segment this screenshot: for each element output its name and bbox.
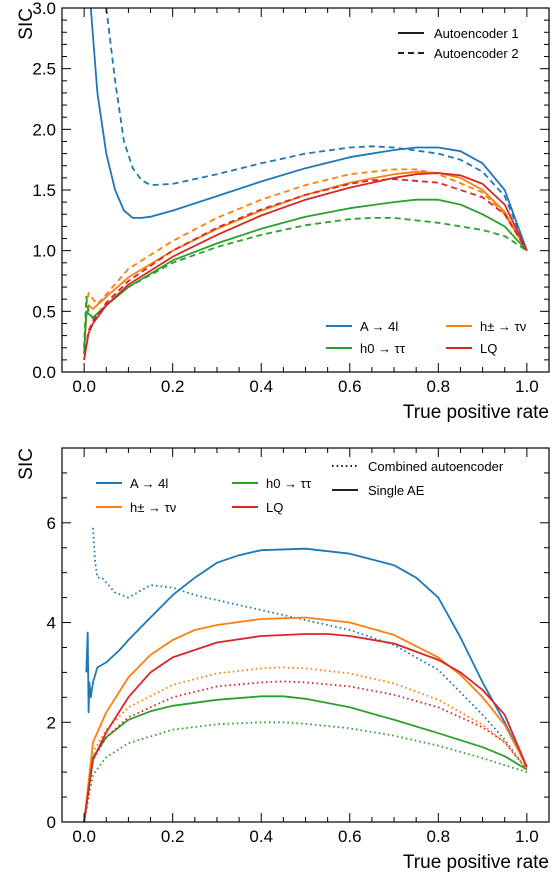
series-line	[105, 8, 528, 252]
series-line	[83, 680, 528, 822]
x-tick-label: 0.8	[426, 827, 450, 846]
series-line	[89, 8, 528, 252]
x-tick-label: 0.0	[72, 377, 96, 396]
x-axis-label: True positive rate	[403, 402, 549, 423]
style-legend-label: Autoencoder 2	[434, 46, 519, 61]
y-tick-label: 2.0	[32, 120, 56, 139]
x-tick-label: 0.2	[161, 377, 185, 396]
x-tick-label: 0.4	[249, 377, 273, 396]
y-tick-label: 1.5	[32, 181, 56, 200]
y-tick-label: 6	[47, 514, 56, 533]
series-line	[83, 170, 528, 354]
series-line	[83, 178, 528, 361]
series-line	[83, 216, 528, 348]
series-line	[83, 616, 528, 822]
y-tick-label: 4	[47, 614, 56, 633]
y-tick-label: 1.0	[32, 242, 56, 261]
style-legend-label: Combined autoencoder	[368, 459, 504, 474]
series-line	[83, 721, 528, 822]
style-legend-label: Single AE	[368, 483, 425, 498]
series-line	[83, 198, 528, 354]
y-tick-label: 2	[47, 713, 56, 732]
signal-legend-label: A → 4l	[360, 319, 398, 334]
series-line	[83, 666, 528, 822]
x-tick-label: 0.2	[161, 827, 185, 846]
signal-legend-label: h0 → ττ	[266, 476, 312, 491]
y-axis-label: SIC	[16, 8, 37, 40]
x-tick-label: 1.0	[515, 827, 539, 846]
y-tick-label: 0.0	[32, 363, 56, 382]
signal-legend-label: h± → τν	[130, 500, 176, 515]
y-tick-label: 0	[47, 813, 56, 832]
x-tick-label: 0.4	[249, 827, 273, 846]
y-tick-label: 0.5	[32, 302, 56, 321]
x-tick-label: 0.8	[426, 377, 450, 396]
series-group	[83, 527, 528, 822]
series-line	[83, 172, 528, 361]
series-line	[92, 527, 528, 771]
x-tick-label: 0.0	[72, 827, 96, 846]
series-line	[85, 547, 528, 768]
series-group	[83, 8, 528, 361]
series-line	[83, 633, 528, 822]
signal-legend-label: h0 → ττ	[360, 341, 406, 356]
signal-legend-label: h± → τν	[480, 319, 526, 334]
signal-legend-label: A → 4l	[130, 476, 168, 491]
chart-panel-1: 0.0 0.2 0.4 0.6 0.8 1.0 0.0 0.5 1.0 1.5 2.0 2.5 3.0 T…	[16, 0, 550, 423]
x-tick-label: 1.0	[515, 377, 539, 396]
signal-legend-label: LQ	[480, 341, 497, 356]
style-legend-label: Autoencoder 1	[434, 26, 519, 41]
signal-legend-label: LQ	[266, 500, 283, 515]
y-axis-label: SIC	[16, 448, 37, 480]
x-axis-label: True positive rate	[403, 852, 549, 873]
plot-frame	[61, 7, 550, 373]
series-line	[83, 168, 528, 348]
x-tick-label: 0.6	[338, 377, 362, 396]
series-line	[83, 695, 528, 822]
x-tick-label: 0.6	[338, 827, 362, 846]
y-tick-label: 2.5	[32, 60, 56, 79]
chart-panel-2: 0.0 0.2 0.4 0.6 0.8 1.0 0 2 4 6 True positive rate…	[16, 447, 550, 873]
y-tick-label: 3.0	[32, 0, 56, 18]
